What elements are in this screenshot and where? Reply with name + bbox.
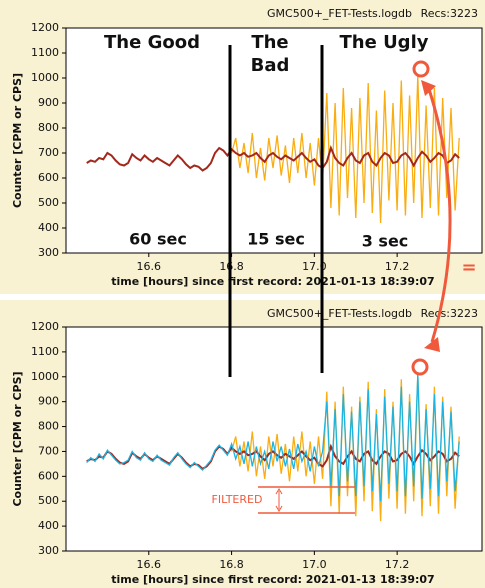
highlight-circle [411, 358, 429, 376]
y-tick-label: 800 [38, 420, 59, 433]
y-tick-label: 400 [38, 519, 59, 532]
series-line [230, 75, 460, 224]
y-tick-label: 600 [38, 171, 59, 184]
plot-frame [65, 326, 483, 552]
record-count: Recs:3223 [421, 307, 478, 320]
x-axis-label: time [hours] since first record: 2021-01… [111, 275, 434, 288]
annotation: = [461, 257, 476, 278]
y-axis-label: Counter [CPM or CPS] [11, 73, 24, 208]
y-tick-label: 1200 [31, 21, 59, 34]
annotation: FILTERED [212, 493, 263, 506]
y-tick-label: 1100 [31, 345, 59, 358]
highlight-circle [412, 60, 430, 78]
decorations [228, 45, 452, 514]
annotation: The Ugly [340, 32, 429, 53]
x-tick-label: 16.6 [137, 558, 162, 571]
header: GMC500+_FET-Tests.logdb [267, 307, 412, 320]
annotation: 3 sec [362, 232, 409, 251]
annotation: The Good [104, 32, 200, 53]
y-tick-label: 900 [38, 96, 59, 109]
annotation: The [251, 32, 288, 53]
x-tick-label: 17.2 [385, 558, 410, 571]
x-tick-label: 17.0 [302, 558, 327, 571]
x-tick-label: 16.8 [219, 558, 244, 571]
y-tick-label: 1200 [31, 320, 59, 333]
x-tick-label: 17.0 [302, 260, 327, 273]
record-count: Recs:3223 [421, 7, 478, 20]
arrow [426, 85, 452, 343]
y-tick-label: 1100 [31, 46, 59, 59]
filter-arrow [275, 488, 283, 512]
annotation: 15 sec [247, 230, 305, 249]
charts: GMC500+_FET-Tests.logdb Recs:3223 300 400 50… [11, 7, 483, 586]
y-tick-label: 500 [38, 494, 59, 507]
series-line [86, 374, 460, 502]
y-tick-label: 600 [38, 469, 59, 482]
x-tick-label: 16.6 [137, 260, 162, 273]
y-tick-label: 400 [38, 221, 59, 234]
y-tick-label: 800 [38, 121, 59, 134]
y-tick-label: 700 [38, 146, 59, 159]
y-tick-label: 900 [38, 395, 59, 408]
x-axis-label: time [hours] since first record: 2021-01… [111, 573, 434, 586]
y-tick-label: 500 [38, 196, 59, 209]
y-tick-label: 1000 [31, 71, 59, 84]
x-tick-label: 17.2 [385, 260, 410, 273]
arrow-head [424, 337, 440, 352]
y-tick-label: 300 [38, 246, 59, 259]
series-line [86, 443, 460, 471]
annotation: Bad [251, 55, 290, 76]
annotation: 60 sec [129, 230, 187, 249]
series-line [86, 145, 460, 172]
y-axis-label: Counter [CPM or CPS] [11, 371, 24, 506]
header: GMC500+_FET-Tests.logdb [267, 7, 412, 20]
arrow-head [421, 80, 436, 96]
plot-frame [65, 27, 483, 254]
y-tick-label: 700 [38, 444, 59, 457]
y-tick-label: 300 [38, 544, 59, 557]
x-tick-label: 16.8 [219, 260, 244, 273]
y-tick-label: 1000 [31, 370, 59, 383]
plot-area [66, 28, 482, 253]
